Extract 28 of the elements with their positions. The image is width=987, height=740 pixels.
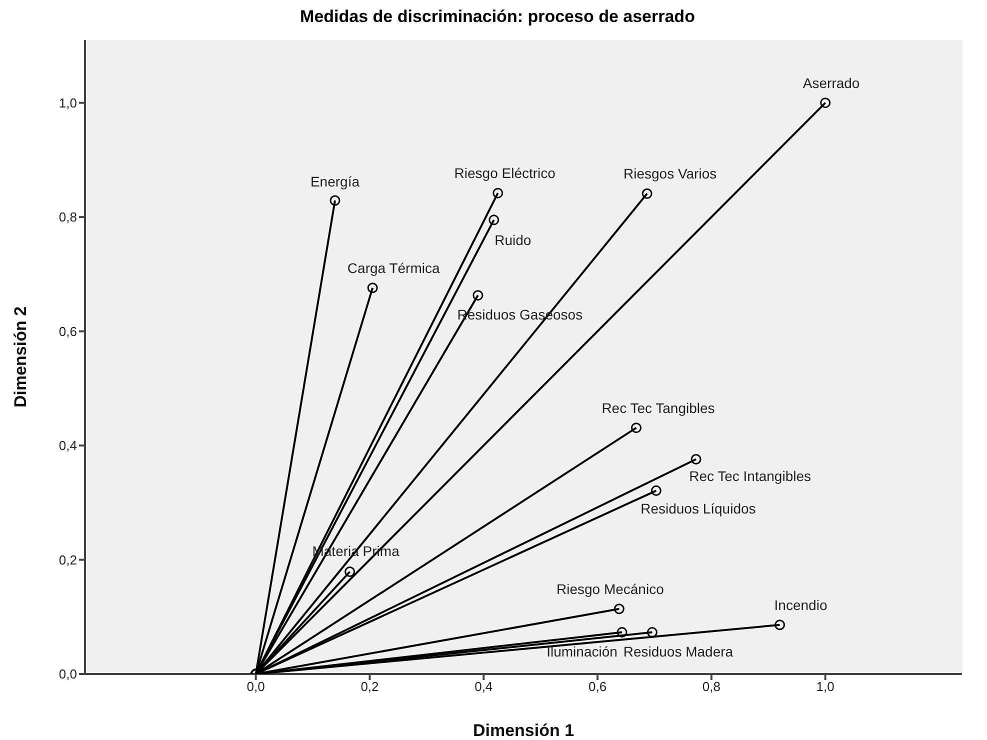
annotation: Energía [310,174,360,190]
annotation: Residuos Líquidos [640,500,756,517]
y-tick-label: 0,0 [58,666,77,682]
annotation: Riesgo Eléctrico [454,165,556,182]
annotation: Carga Térmica [347,260,440,276]
annotation: Residuos Madera [623,643,734,660]
x-axis-title: Dimensión 1 [472,721,574,740]
x-tick-label: 0,8 [702,679,720,694]
chart-title: Medidas de discriminación: proceso de aserrado [299,7,696,28]
x-tick-label: 0,4 [474,679,493,694]
x-tick-label: 0,6 [588,679,607,694]
x-tick-label: 1,0 [816,679,834,694]
annotation: Ruido [494,232,532,248]
annotation: Rec Tec Intangibles [689,468,812,484]
y-tick-label: 1,0 [58,95,77,110]
annotation: Incendio [774,596,828,613]
x-tick-label: 0,0 [246,679,265,694]
y-tick-label: 0,4 [58,438,77,454]
annotation: Iluminación [546,643,618,660]
annotation: Aserrado [802,74,860,91]
annotation: Riesgos Varios [624,166,717,182]
y-axis-title: Dimensión 2 [11,306,30,408]
y-tick-label: 0,6 [58,324,77,339]
x-tick-label: 0,2 [360,679,379,694]
annotation: Riesgo Mecánico [556,580,664,597]
annotation: Rec Tec Tangibles [602,400,715,416]
y-tick-label: 0,2 [58,552,77,568]
y-tick-label: 0,8 [58,210,77,225]
